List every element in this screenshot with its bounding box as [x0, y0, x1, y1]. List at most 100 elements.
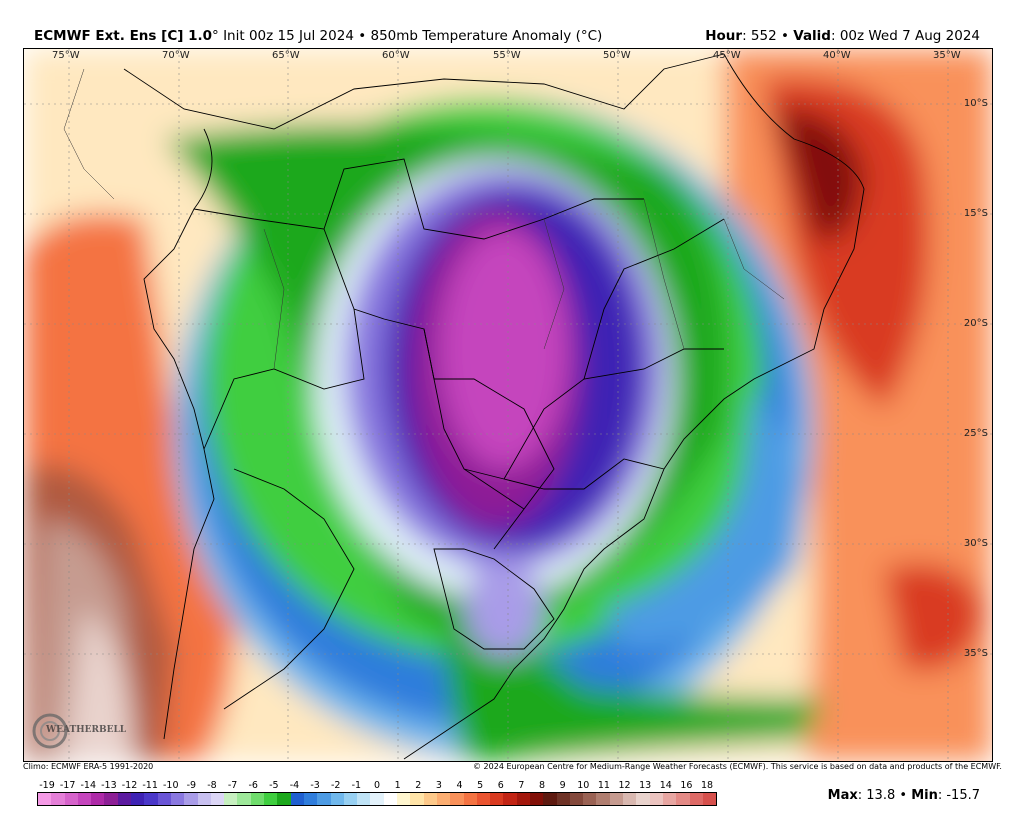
init-time: Init 00z 15 Jul 2024 [223, 28, 354, 44]
colorbar-swatch [117, 793, 132, 805]
colorbar-swatch [583, 793, 597, 805]
colorbar-label: 7 [518, 780, 525, 791]
colorbar-strip [37, 792, 717, 806]
map-canvas [24, 49, 992, 761]
colorbar-label: -12 [121, 780, 138, 791]
colorbar-swatch [543, 793, 557, 805]
model-title: ECMWF Ext. Ens [C] 1.0 [34, 28, 213, 44]
colorbar-swatch [503, 793, 517, 805]
colorbar-label: -17 [59, 780, 76, 791]
header-left: ECMWF Ext. Ens [C] 1.0° Init 00z 15 Jul … [34, 28, 602, 44]
colorbar-swatch [264, 793, 278, 805]
colorbar-swatch [224, 793, 238, 805]
colorbar-label: 2 [415, 780, 422, 791]
header-right: Hour: 552 • Valid: 00z Wed 7 Aug 2024 [705, 28, 980, 44]
colorbar-label: -8 [207, 780, 217, 791]
separator-3: • [899, 788, 908, 803]
colorbar-swatch [410, 793, 424, 805]
colorbar-label: -6 [248, 780, 258, 791]
colorbar-swatch [131, 793, 145, 805]
separator: • [358, 28, 367, 44]
colorbar-swatch [197, 793, 211, 805]
colorbar-swatch [450, 793, 464, 805]
colorbar-label: 11 [597, 780, 610, 791]
lon-label-65w: 65°W [272, 50, 300, 61]
colorbar-label: 6 [497, 780, 504, 791]
colorbar-swatch [569, 793, 584, 805]
colorbar-swatch [662, 793, 677, 805]
colorbar-label: 12 [618, 780, 631, 791]
colorbar-swatch [476, 793, 491, 805]
header: ECMWF Ext. Ens [C] 1.0° Init 00z 15 Jul … [0, 0, 1014, 48]
min-label: Min [911, 788, 938, 803]
colorbar-label: -3 [310, 780, 320, 791]
colorbar-swatch [357, 793, 371, 805]
lat-label-30s: 30°S [963, 538, 988, 549]
colorbar-swatch [104, 793, 118, 805]
colorbar-swatch [529, 793, 544, 805]
colorbar-swatch [490, 793, 504, 805]
max-min-stats: Max: 13.8 • Min: -15.7 [828, 788, 980, 803]
colorbar-swatch [596, 793, 610, 805]
colorbar-label: -13 [101, 780, 117, 791]
colorbar-swatch [636, 793, 650, 805]
colorbar-swatch [623, 793, 637, 805]
colorbar-swatch [397, 793, 411, 805]
colorbar-label: 4 [456, 780, 463, 791]
colorbar-label: -9 [186, 780, 197, 791]
lon-label-60w: 60°W [382, 50, 410, 61]
weatherbell-logo: WEATHERBELL [30, 711, 126, 751]
colorbar-label: 16 [680, 780, 693, 791]
min-value: : -15.7 [937, 788, 980, 803]
colorbar-label: -4 [289, 780, 300, 791]
lon-label-45w: 45°W [713, 50, 741, 61]
colorbar-swatch [91, 793, 105, 805]
colorbar-label: 3 [435, 780, 442, 791]
lon-label-75w: 75°W [52, 50, 80, 61]
climo-credit: Climo: ECMWF ERA-5 1991-2020 [23, 762, 154, 771]
anomaly-map[interactable]: 75°W 70°W 65°W 60°W 55°W 50°W 45°W 40°W … [23, 48, 993, 762]
colorbar-swatch [330, 793, 344, 805]
colorbar-swatch [516, 793, 530, 805]
hour-label: Hour [705, 28, 743, 44]
colorbar-swatch [51, 793, 65, 805]
lon-label-55w: 55°W [493, 50, 521, 61]
lat-label-25s: 25°S [963, 428, 988, 439]
field-name: 850mb Temperature Anomaly (°C) [370, 28, 603, 44]
colorbar-label: -10 [162, 780, 179, 791]
colorbar-label: -14 [80, 780, 97, 791]
colorbar-swatch [463, 793, 477, 805]
colorbar-swatch [383, 793, 398, 805]
lat-label-15s: 15°S [963, 208, 988, 219]
colorbar-swatch [277, 793, 291, 805]
colorbar-swatch [676, 793, 690, 805]
max-value: : 13.8 [857, 788, 896, 803]
valid-label: Valid [793, 28, 831, 44]
colorbar-label: 1 [394, 780, 401, 791]
valid-value: : 00z Wed 7 Aug 2024 [830, 28, 980, 44]
colorbar-label: -11 [142, 780, 158, 791]
logo-text: WEATHERBELL [46, 725, 127, 735]
copyright-credit: © 2024 European Centre for Medium-Range … [473, 762, 1002, 771]
colorbar-swatch [144, 793, 158, 805]
colorbar-label: -1 [351, 780, 362, 791]
colorbar-swatch [556, 793, 570, 805]
lat-label-35s: 35°S [963, 648, 988, 659]
colorbar-swatch [64, 793, 78, 805]
colorbar-label: -19 [39, 780, 55, 791]
colorbar-label: 0 [373, 780, 381, 791]
colorbar-swatch [317, 793, 331, 805]
logo-swirl-icon [32, 713, 68, 749]
colorbar-swatch [343, 793, 358, 805]
colorbar-label: 8 [538, 780, 546, 791]
colorbar-swatch [170, 793, 185, 805]
colorbar-label: 14 [659, 780, 672, 791]
colorbar-label: -7 [227, 780, 238, 791]
state-borders [63, 68, 785, 370]
max-label: Max [827, 788, 858, 803]
colorbar-swatch [689, 793, 703, 805]
colorbar-swatch [38, 793, 52, 805]
colorbar-swatch [290, 793, 304, 805]
colorbar-swatch [237, 793, 251, 805]
lon-label-50w: 50°W [603, 50, 631, 61]
